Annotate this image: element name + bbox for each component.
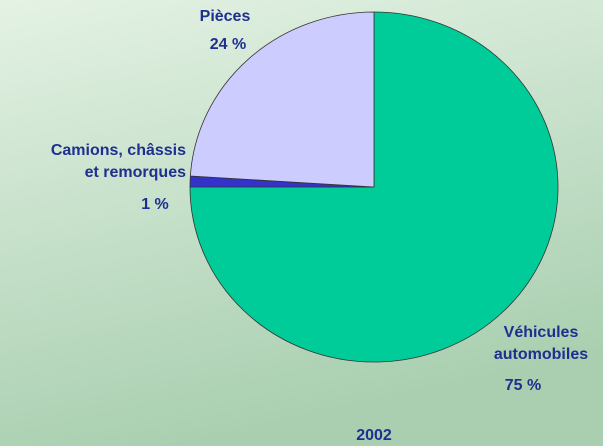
slice-label: Pièces: [200, 8, 251, 25]
slice-label: et remorques: [85, 164, 186, 181]
value-label: 75 %: [505, 377, 541, 394]
slice-label: Véhicules: [504, 324, 579, 341]
value-label: 1 %: [141, 196, 169, 213]
chart-title: 2002: [356, 427, 392, 444]
slice-label: Camions, châssis: [51, 142, 186, 159]
pie-slice: [189, 11, 559, 363]
pie-slice: [189, 11, 375, 188]
slice-label: automobiles: [494, 346, 588, 363]
value-label: 24 %: [210, 36, 246, 53]
